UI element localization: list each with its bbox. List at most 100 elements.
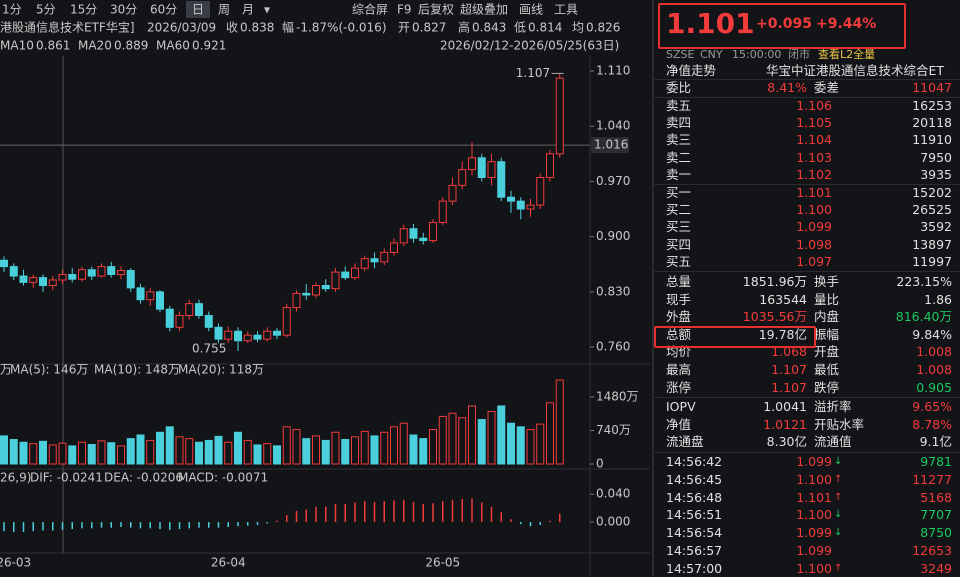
- label: IOPV: [666, 399, 696, 414]
- volume-bar: [253, 444, 262, 465]
- label: 总量: [666, 274, 692, 289]
- candle-body: [360, 258, 369, 269]
- volume-bar: [419, 438, 428, 465]
- period-tab[interactable]: 1分: [2, 3, 22, 17]
- quote-value: 0.838: [240, 21, 274, 35]
- volume-bar: [243, 439, 252, 465]
- volume-bar: [58, 442, 67, 465]
- candle-body: [331, 271, 340, 290]
- volume-bar: [380, 431, 389, 465]
- volume-bar: [0, 435, 8, 465]
- value: 8.41%: [767, 80, 807, 95]
- macd-title: 26,9): [0, 471, 31, 485]
- low-label: 0.755: [192, 341, 226, 355]
- period-tab[interactable]: 月: [242, 3, 254, 17]
- volume-bar: [165, 426, 174, 465]
- volume-bar: [487, 410, 496, 465]
- period-tab[interactable]: 5分: [36, 3, 56, 17]
- book-price: 1.105: [796, 115, 832, 131]
- volume-bar: [107, 442, 116, 465]
- tool-button[interactable]: 工具: [554, 3, 578, 17]
- cursor-label: 1.016: [594, 138, 628, 152]
- period-tab[interactable]: 15分: [70, 3, 97, 17]
- volume-bar: [39, 440, 47, 465]
- volume-bar: [68, 445, 77, 465]
- volume-bar: [555, 379, 564, 465]
- quote-label: 幅: [282, 20, 294, 35]
- label: 跌停: [814, 379, 840, 395]
- candle-body: [507, 196, 515, 202]
- candle-body: [448, 184, 457, 202]
- period-tab[interactable]: 日: [192, 3, 204, 17]
- candle-body: [429, 221, 437, 242]
- volume-bar: [204, 439, 213, 465]
- volume-bar: [146, 439, 155, 465]
- cursor-label-bg: [591, 137, 629, 154]
- value: 816.40万: [895, 309, 952, 325]
- value: 1.107: [771, 362, 807, 377]
- book-label: 买五: [666, 253, 692, 269]
- y-tick-label: 0.900: [596, 229, 630, 243]
- volume-bar: [341, 439, 350, 465]
- candle-body: [263, 330, 272, 340]
- volume-bar: [273, 445, 281, 465]
- ma-value: 0.889: [114, 39, 148, 53]
- candle-body: [487, 161, 496, 178]
- book-volume: 20118: [912, 115, 952, 131]
- candle-body: [526, 204, 535, 210]
- candle-body: [273, 330, 281, 336]
- candle-body: [224, 330, 233, 340]
- tool-button[interactable]: 超级叠加: [460, 2, 508, 17]
- volume-bar: [321, 439, 330, 465]
- book-price: 1.097: [796, 253, 832, 269]
- label: 内盘: [814, 309, 840, 325]
- quote-label: 低: [514, 21, 526, 35]
- security-name: 港股通信息技术ETF华宝]: [0, 20, 135, 35]
- dropdown: ▾: [264, 3, 270, 17]
- change: +0.095: [756, 16, 813, 32]
- ma-name: MA10: [0, 39, 34, 53]
- candle-body: [126, 270, 135, 289]
- quote-value: 0.843: [472, 21, 506, 35]
- book-label: 卖一: [666, 166, 692, 182]
- period-tab[interactable]: 30分: [110, 3, 137, 17]
- ma-value: 0.921: [192, 39, 226, 53]
- candle-body: [0, 259, 8, 268]
- quote-date: 2026/03/09: [147, 21, 216, 35]
- last-price: 1.101: [666, 7, 755, 40]
- volume-bar: [263, 443, 272, 465]
- ma-name: MA60: [156, 39, 190, 53]
- tool-button[interactable]: 综合屏: [352, 2, 388, 17]
- tick-time: 14:56:57: [666, 543, 723, 558]
- quote-value: -1.87%(-0.016): [296, 21, 387, 35]
- macd-legend: DIF: -0.0241: [30, 471, 103, 485]
- tick-volume: 8750: [920, 525, 952, 541]
- period-tab[interactable]: 周: [218, 3, 230, 17]
- volume-legend: MA(10): 148万: [94, 363, 180, 377]
- period-tab[interactable]: 60分: [150, 3, 177, 17]
- label: 总额: [666, 326, 692, 342]
- tool-button[interactable]: 画线: [519, 3, 543, 17]
- label: 净值: [666, 416, 692, 432]
- book-label: 买一: [666, 185, 692, 200]
- kline-chart: 1分 5分 15分 30分 60分 日周月 ▾ 综合屏 F9 后复权 超级叠加 画线 工具港股通信息技术…: [0, 1, 650, 577]
- high-label: 1.107: [516, 66, 550, 80]
- volume-bar: [97, 440, 106, 465]
- candle-body: [136, 287, 145, 301]
- tool-button[interactable]: F9: [397, 3, 412, 17]
- candle-body: [516, 200, 525, 210]
- volume-bar: [448, 412, 457, 465]
- label: 换手: [814, 274, 840, 289]
- label: 流通盘: [666, 434, 704, 450]
- volume-bar: [438, 415, 447, 465]
- label: 振幅: [814, 326, 840, 342]
- value: 223.15%: [896, 274, 952, 289]
- tool-button[interactable]: 后复权: [418, 3, 454, 17]
- book-price: 1.106: [796, 98, 832, 113]
- tick-price: 1.100: [796, 471, 832, 487]
- quote-value: 0.814: [528, 21, 562, 35]
- volume-bar: [331, 431, 340, 465]
- value: 1.008: [916, 362, 952, 377]
- volume-bar: [48, 444, 57, 465]
- candle-body: [555, 77, 564, 155]
